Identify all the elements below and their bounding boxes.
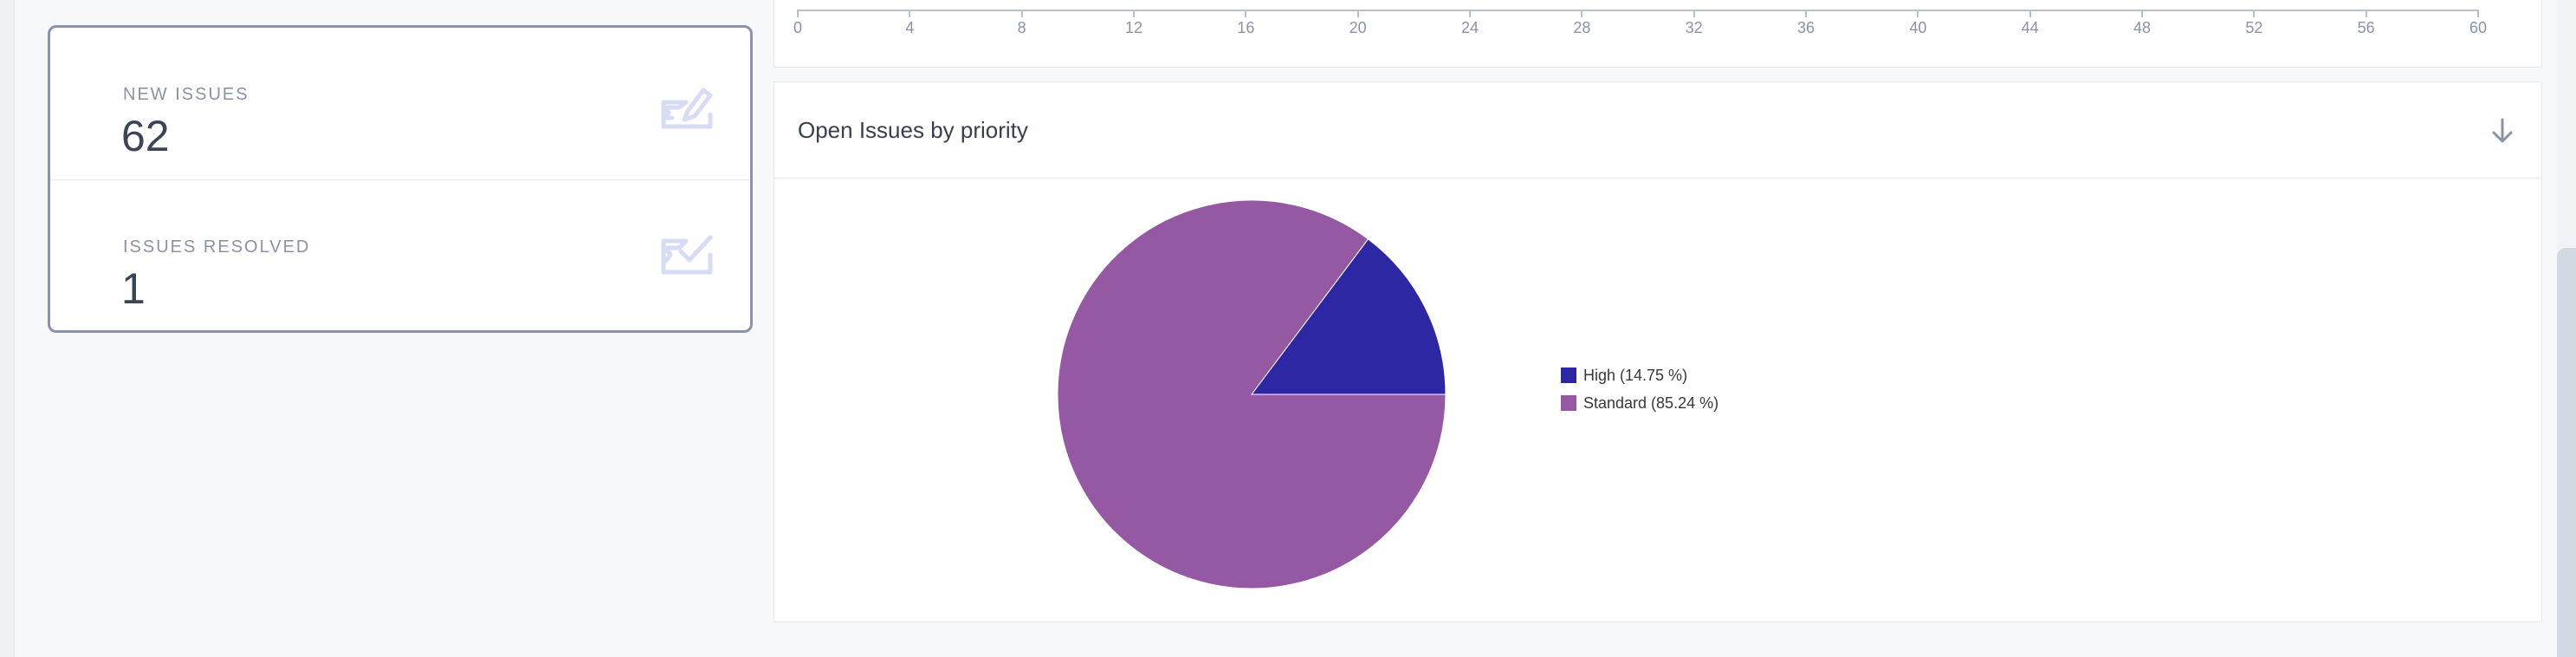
x-axis-tick [1581,10,1583,17]
x-axis-tick-label: 12 [1124,19,1143,36]
legend-label: High (14.75 %) [1583,366,1688,384]
legend-item[interactable]: Standard (85.24 %) [1561,389,1718,417]
stat-label: NEW ISSUES [123,85,249,104]
x-axis-tick-label: 36 [1796,19,1815,36]
x-axis-tick-label: 16 [1237,19,1255,36]
stat-value: 1 [121,264,146,313]
pie-slice-high[interactable] [1250,238,1447,395]
open-issues-priority-panel: Open Issues by priority High (14.75 %) St… [773,81,2542,622]
x-axis-tick-label: 24 [1460,19,1479,36]
arrow-down-icon[interactable] [2489,117,2515,145]
x-axis-tick [1805,10,1807,17]
x-axis-tick-label: 8 [1017,19,1026,36]
stat-new-issues: NEW ISSUES 62 [50,28,750,180]
legend-swatch [1561,395,1576,411]
x-axis-tick [2029,10,2031,17]
panel-title: Open Issues by priority [798,117,1028,143]
check-mail-icon [661,235,713,275]
x-axis-tick [1133,10,1135,17]
previous-chart-axis-panel: 0 4 8 12 16 20 24 28 32 36 40 44 48 52 56 60 [773,0,2542,68]
legend-label: Standard (85.24 %) [1583,394,1719,412]
x-axis-tick [909,10,911,17]
left-rail [0,0,15,657]
pie-slice-standard[interactable] [1057,199,1447,589]
x-axis-tick [2253,10,2256,17]
x-axis-tick-label: 4 [905,19,915,36]
chart-legend: High (14.75 %) Standard (85.24 %) [1561,361,1718,417]
x-axis-tick [1356,10,1359,17]
scrollbar-thumb[interactable] [2557,248,2576,657]
x-axis-tick [1020,10,1023,17]
x-axis-tick [2477,10,2479,17]
x-axis-tick-label: 56 [2357,19,2375,36]
scrollbar-track[interactable] [2557,0,2576,657]
pie-chart [1057,199,1447,589]
x-axis-line [798,10,2478,11]
x-axis-tick [1245,10,1247,17]
x-axis-tick-label: 32 [1685,19,1703,36]
x-axis-tick [1693,10,1695,17]
stat-label: ISSUES RESOLVED [123,237,311,257]
x-axis-tick-label: 28 [1573,19,1591,36]
stat-issues-resolved: ISSUES RESOLVED 1 [50,180,750,330]
x-axis-tick-label: 20 [1349,19,1367,36]
x-axis-tick [2365,10,2367,17]
legend-item[interactable]: High (14.75 %) [1561,361,1718,389]
x-axis-tick [2141,10,2143,17]
x-axis-tick-label: 48 [2133,19,2152,36]
x-axis-tick [1917,10,1919,17]
stat-value: 62 [121,112,170,160]
legend-swatch [1561,368,1576,383]
x-axis-tick-label: 0 [793,19,803,36]
x-axis-tick-label: 60 [2469,19,2488,36]
panel-header: Open Issues by priority [774,82,2541,179]
x-axis-tick [797,10,799,17]
edit-pencil-icon [661,88,713,129]
x-axis-tick-label: 44 [2021,19,2039,36]
x-axis-tick [1469,10,1471,17]
x-axis-tick-label: 52 [2245,19,2263,36]
x-axis-tick-label: 40 [1909,19,1927,36]
issues-stats-card[interactable]: NEW ISSUES 62 ISSUES RESOLVED 1 [48,25,753,333]
